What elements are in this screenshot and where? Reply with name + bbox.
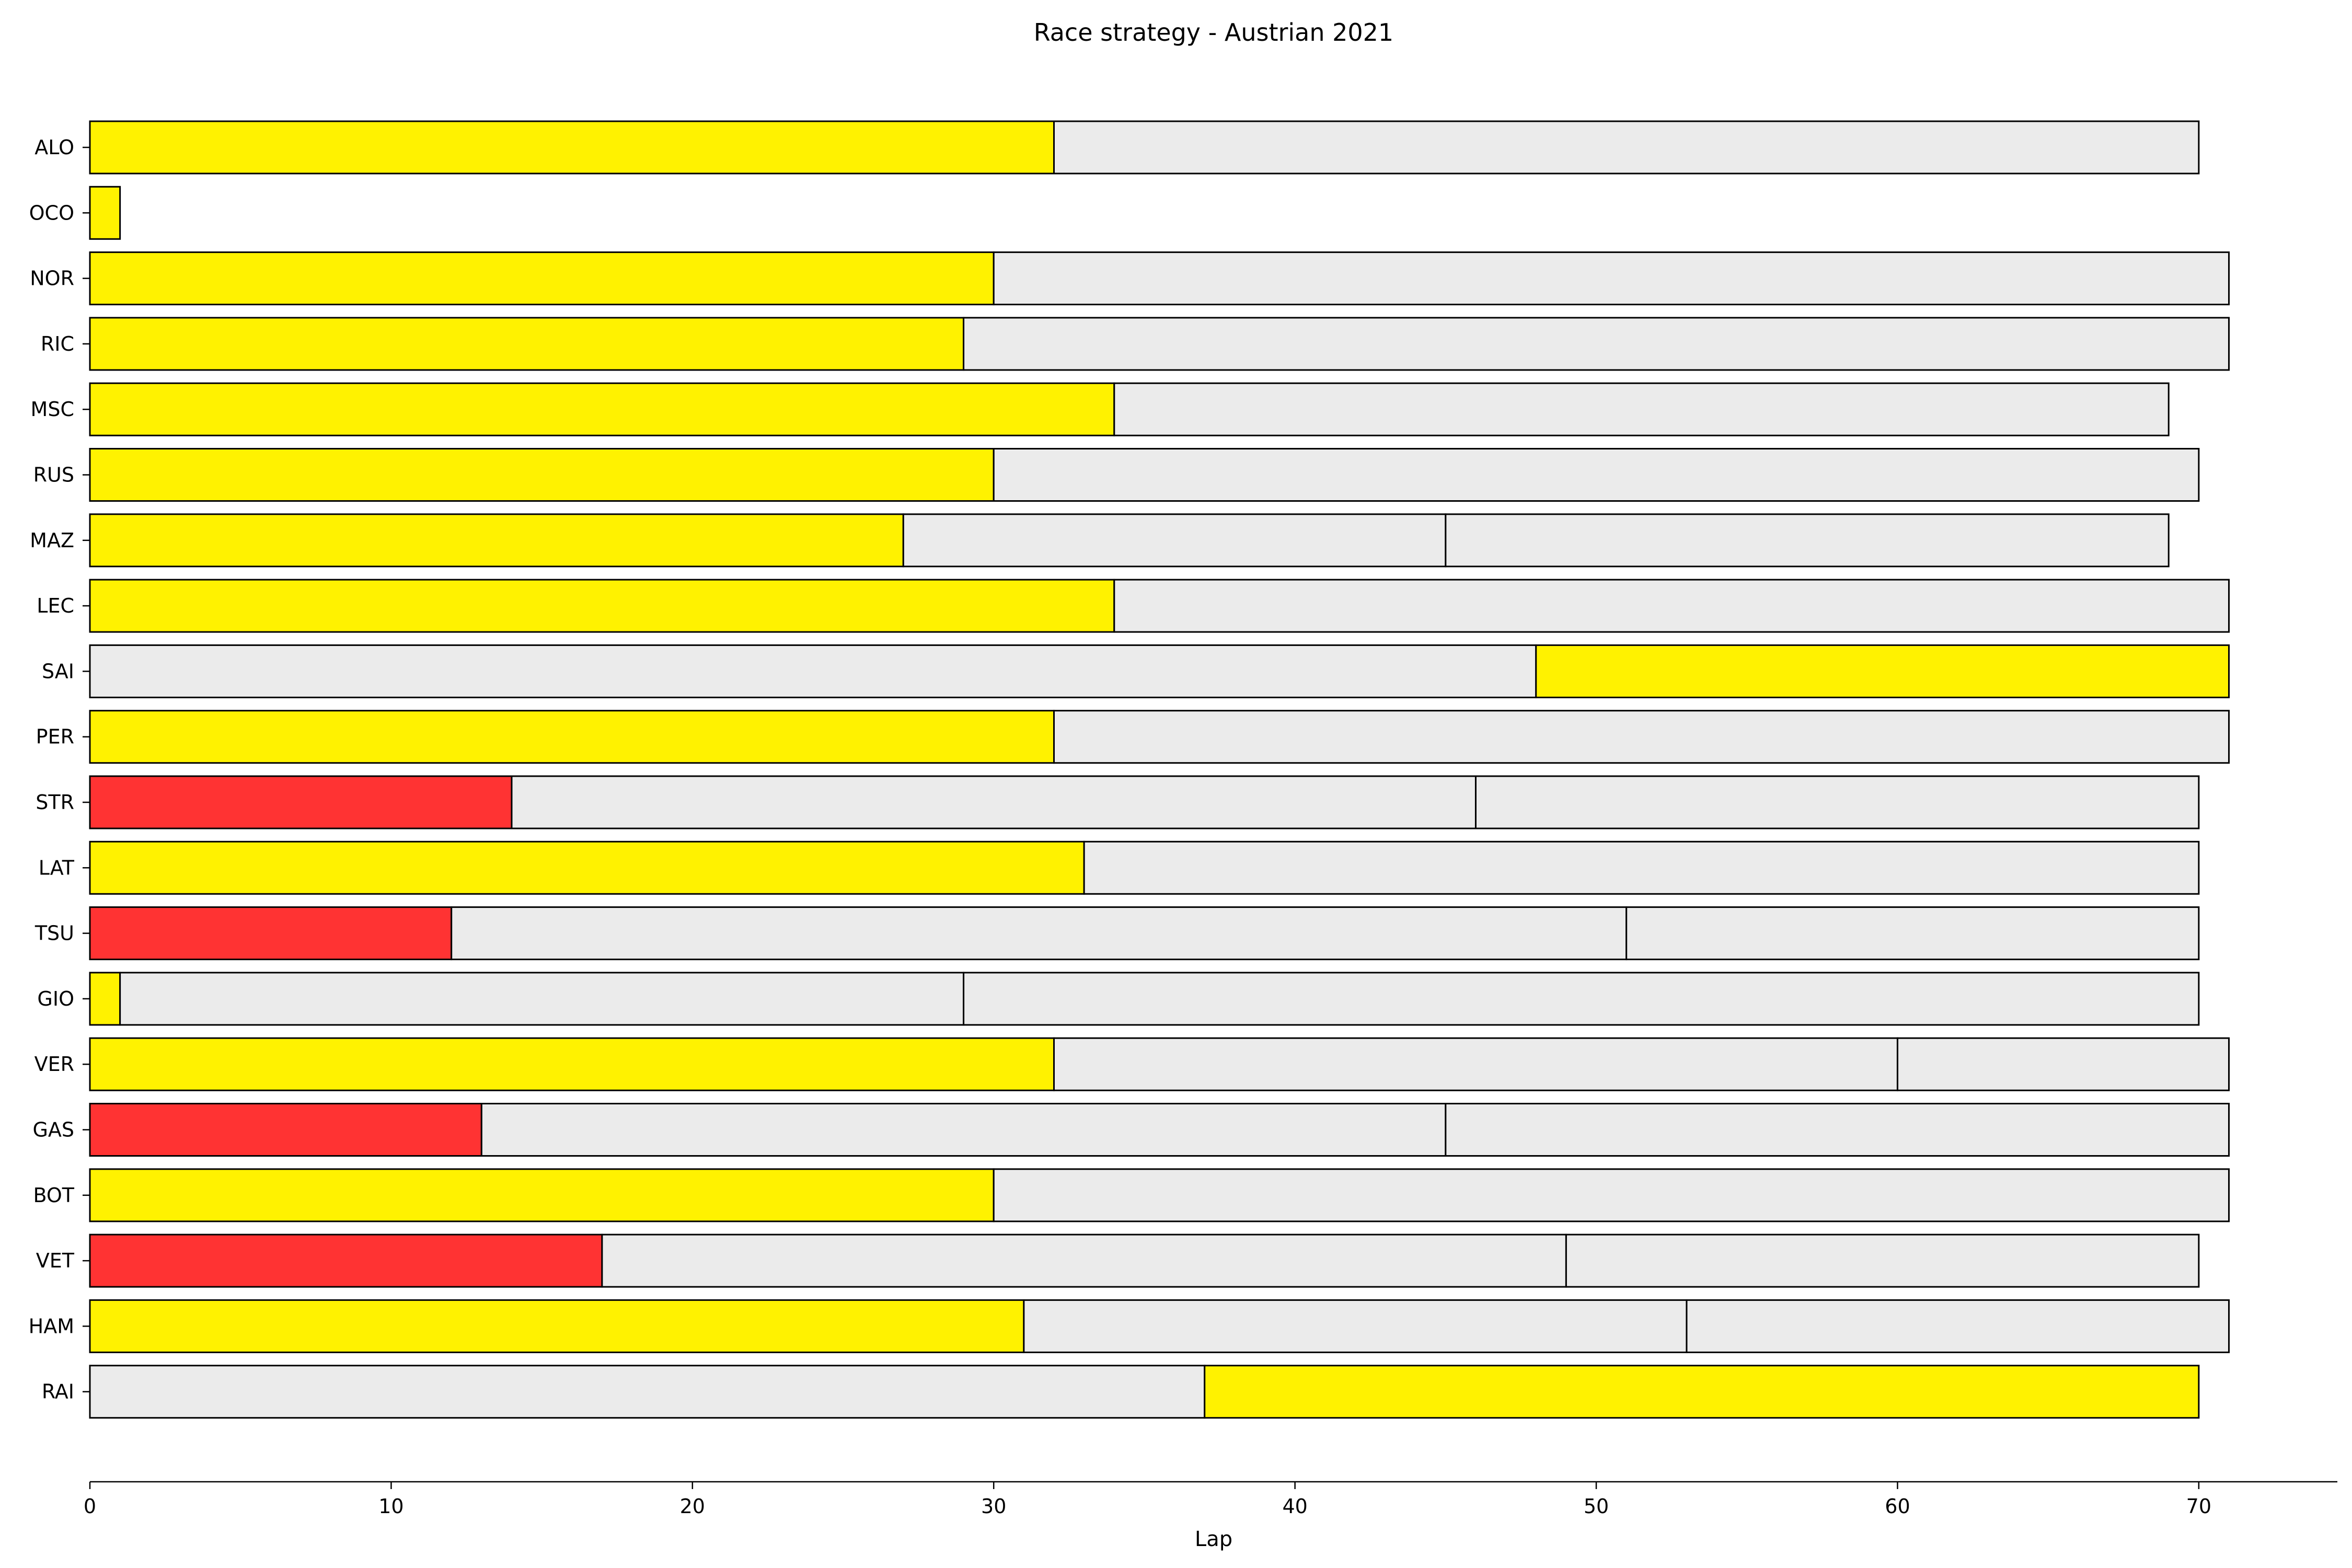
- x-tick-label-20: 20: [680, 1495, 705, 1518]
- y-tick-label-msc: MSC: [31, 398, 74, 421]
- y-tick-label-gas: GAS: [32, 1119, 74, 1142]
- stint-bar-str-2: [511, 775, 1477, 829]
- y-tick-label-oco: OCO: [29, 201, 74, 224]
- stint-bar-lec-2: [1113, 579, 2230, 633]
- y-tick-label-bot: BOT: [33, 1184, 74, 1207]
- stint-bar-lat-2: [1083, 840, 2200, 895]
- stint-bar-rus-1: [89, 448, 995, 502]
- stint-bar-gas-3: [1445, 1103, 2230, 1157]
- stint-bar-lec-1: [89, 579, 1115, 633]
- stint-bar-bot-1: [89, 1168, 995, 1223]
- chart-title: Race strategy - Austrian 2021: [1034, 18, 1393, 47]
- stint-bar-oco-1: [89, 186, 121, 240]
- stint-bar-ham-1: [89, 1299, 1025, 1353]
- stint-bar-rai-2: [1204, 1365, 2200, 1419]
- stint-bar-ham-3: [1686, 1299, 2230, 1353]
- y-tick-label-sai: SAI: [42, 660, 74, 683]
- stint-bar-gas-1: [89, 1103, 482, 1157]
- stint-bar-ric-2: [963, 317, 2230, 371]
- bars-layer: [89, 120, 2230, 1419]
- stint-bar-tsu-2: [451, 906, 1628, 961]
- y-tick-label-ham: HAM: [29, 1315, 74, 1338]
- stint-bar-gio-1: [89, 972, 121, 1026]
- stint-bar-ham-2: [1023, 1299, 1688, 1353]
- stint-bar-vet-2: [601, 1233, 1567, 1288]
- y-tick-label-rai: RAI: [42, 1380, 74, 1403]
- stint-bar-per-2: [1053, 710, 2230, 764]
- stint-bar-sai-2: [1535, 644, 2230, 698]
- stint-bar-gas-2: [480, 1103, 1447, 1157]
- stint-bar-maz-1: [89, 513, 904, 568]
- stint-bar-maz-2: [902, 513, 1447, 568]
- x-tick-label-30: 30: [981, 1495, 1006, 1518]
- stint-bar-ver-3: [1896, 1037, 2230, 1091]
- stint-bar-msc-2: [1113, 382, 2170, 436]
- stint-bar-alo-2: [1053, 120, 2200, 175]
- stint-bar-lat-1: [89, 840, 1085, 895]
- stint-bar-ric-1: [89, 317, 965, 371]
- y-tick-label-ric: RIC: [41, 332, 74, 355]
- y-tick-label-lat: LAT: [39, 856, 75, 879]
- stint-bar-rai-1: [89, 1365, 1206, 1419]
- y-tick-label-rus: RUS: [33, 464, 74, 487]
- y-tick-label-tsu: TSU: [34, 922, 74, 945]
- x-axis: 0 10 20 30 40 50 60 70: [84, 1481, 2337, 1518]
- stint-bar-nor-2: [993, 251, 2230, 306]
- stint-bar-sai-1: [89, 644, 1537, 698]
- x-tick-label-50: 50: [1584, 1495, 1609, 1518]
- stint-bar-str-1: [89, 775, 513, 829]
- x-tick-label-0: 0: [84, 1495, 96, 1518]
- y-tick-label-ver: VER: [34, 1053, 74, 1076]
- y-tick-label-per: PER: [36, 725, 74, 748]
- stint-bar-alo-1: [89, 120, 1055, 175]
- y-tick-label-maz: MAZ: [30, 529, 74, 552]
- y-tick-label-gio: GIO: [37, 987, 74, 1010]
- y-axis: ALO OCO NOR RIC MSC RUS MAZ LEC SAI PER STR LAT TSU G…: [29, 136, 90, 1403]
- y-tick-label-nor: NOR: [30, 267, 74, 290]
- x-tick-label-10: 10: [378, 1495, 403, 1518]
- stint-bar-bot-2: [993, 1168, 2230, 1223]
- stint-bar-vet-3: [1565, 1233, 2200, 1288]
- stint-bar-maz-3: [1445, 513, 2170, 568]
- x-tick-label-40: 40: [1282, 1495, 1307, 1518]
- stint-bar-gio-2: [119, 972, 965, 1026]
- stint-bar-per-1: [89, 710, 1055, 764]
- stint-bar-ver-1: [89, 1037, 1055, 1091]
- stint-bar-msc-1: [89, 382, 1115, 436]
- stint-bar-ver-2: [1053, 1037, 1898, 1091]
- x-axis-label: Lap: [1195, 1527, 1232, 1551]
- x-tick-label-70: 70: [2186, 1495, 2211, 1518]
- y-tick-label-vet: VET: [36, 1249, 75, 1272]
- y-tick-label-alo: ALO: [34, 136, 74, 159]
- stint-bar-str-3: [1474, 775, 2200, 829]
- y-tick-label-str: STR: [36, 791, 74, 814]
- stint-bar-rus-2: [993, 448, 2200, 502]
- stint-bar-nor-1: [89, 251, 995, 306]
- y-tick-label-lec: LEC: [37, 594, 74, 617]
- x-tick-label-60: 60: [1885, 1495, 1910, 1518]
- stint-bar-tsu-1: [89, 906, 453, 961]
- stint-bar-tsu-3: [1625, 906, 2200, 961]
- stint-bar-vet-1: [89, 1233, 603, 1288]
- stint-bar-gio-3: [963, 972, 2200, 1026]
